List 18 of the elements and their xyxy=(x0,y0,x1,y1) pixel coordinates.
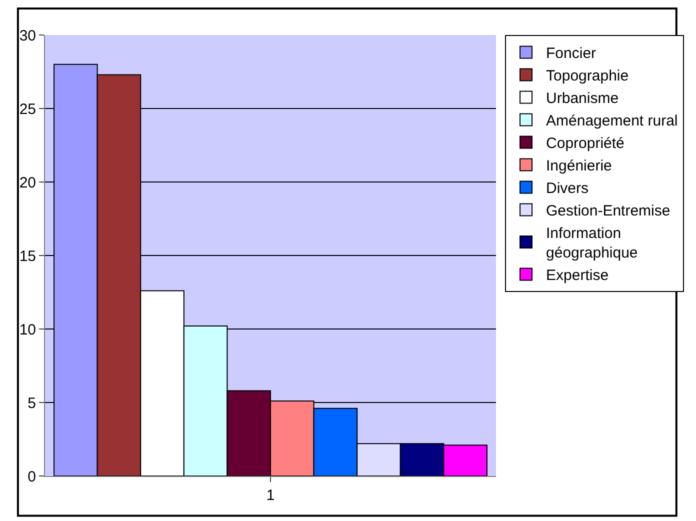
legend-label: Urbanisme xyxy=(546,90,619,108)
legend-label: Ingénierie xyxy=(546,158,612,175)
y-tick-label: 30 xyxy=(19,27,36,44)
legend-label: Divers xyxy=(546,180,589,198)
legend-label: Gestion-Entremise xyxy=(546,202,670,220)
y-tick-label: 5 xyxy=(28,394,36,412)
y-tick-label: 25 xyxy=(19,100,36,118)
y-tick-label: 20 xyxy=(19,174,36,192)
legend-label: Copropriété xyxy=(546,135,624,152)
legend-label: Aménagement rural xyxy=(546,112,678,130)
legend-label: Topographie xyxy=(546,68,629,85)
y-tick-label: 0 xyxy=(28,468,36,486)
legend-label: Information géographique xyxy=(546,225,638,262)
x-tick-label: 1 xyxy=(266,487,275,504)
legend-label: Expertise xyxy=(546,267,609,284)
y-tick-label: 10 xyxy=(19,321,36,338)
y-tick-label: 15 xyxy=(19,248,36,265)
legend-label: Foncier xyxy=(546,45,596,62)
